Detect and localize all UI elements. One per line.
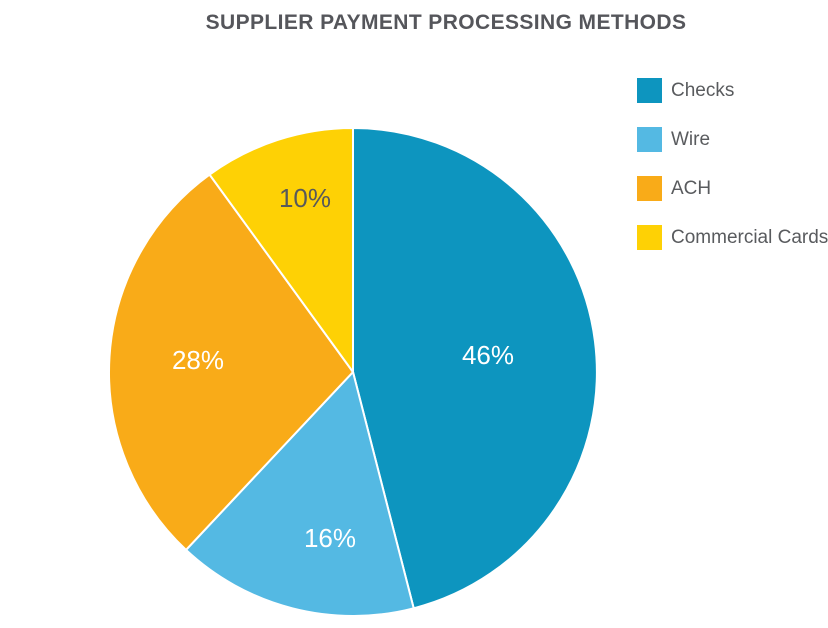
legend-label-checks: Checks — [671, 79, 735, 101]
legend-item-commercial-cards: Commercial Cards — [637, 225, 828, 250]
legend: Checks Wire ACH Commercial Cards — [637, 78, 828, 250]
pie-slice-ach — [108, 173, 354, 551]
slice-label-checks: 46% — [462, 340, 514, 370]
legend-label-ach: ACH — [671, 177, 712, 199]
pie-slice-checks — [352, 127, 598, 610]
legend-item-ach: ACH — [637, 176, 828, 201]
pie-slice-wire — [185, 371, 415, 617]
chart-title: SUPPLIER PAYMENT PROCESSING METHODS — [205, 11, 687, 34]
legend-swatch-wire — [637, 127, 662, 152]
legend-swatch-ach — [637, 176, 662, 201]
pie-slice-commercial-cards — [208, 127, 354, 373]
legend-label-commercial-cards: Commercial Cards — [671, 226, 828, 248]
slice-label-ach: 28% — [172, 345, 224, 375]
slice-label-wire: 16% — [304, 523, 356, 553]
legend-swatch-checks — [637, 78, 662, 103]
slice-label-commercial-cards: 10% — [279, 183, 331, 213]
legend-label-wire: Wire — [671, 128, 711, 150]
legend-item-checks: Checks — [637, 78, 828, 103]
legend-swatch-commercial-cards — [637, 225, 662, 250]
legend-item-wire: Wire — [637, 127, 828, 152]
